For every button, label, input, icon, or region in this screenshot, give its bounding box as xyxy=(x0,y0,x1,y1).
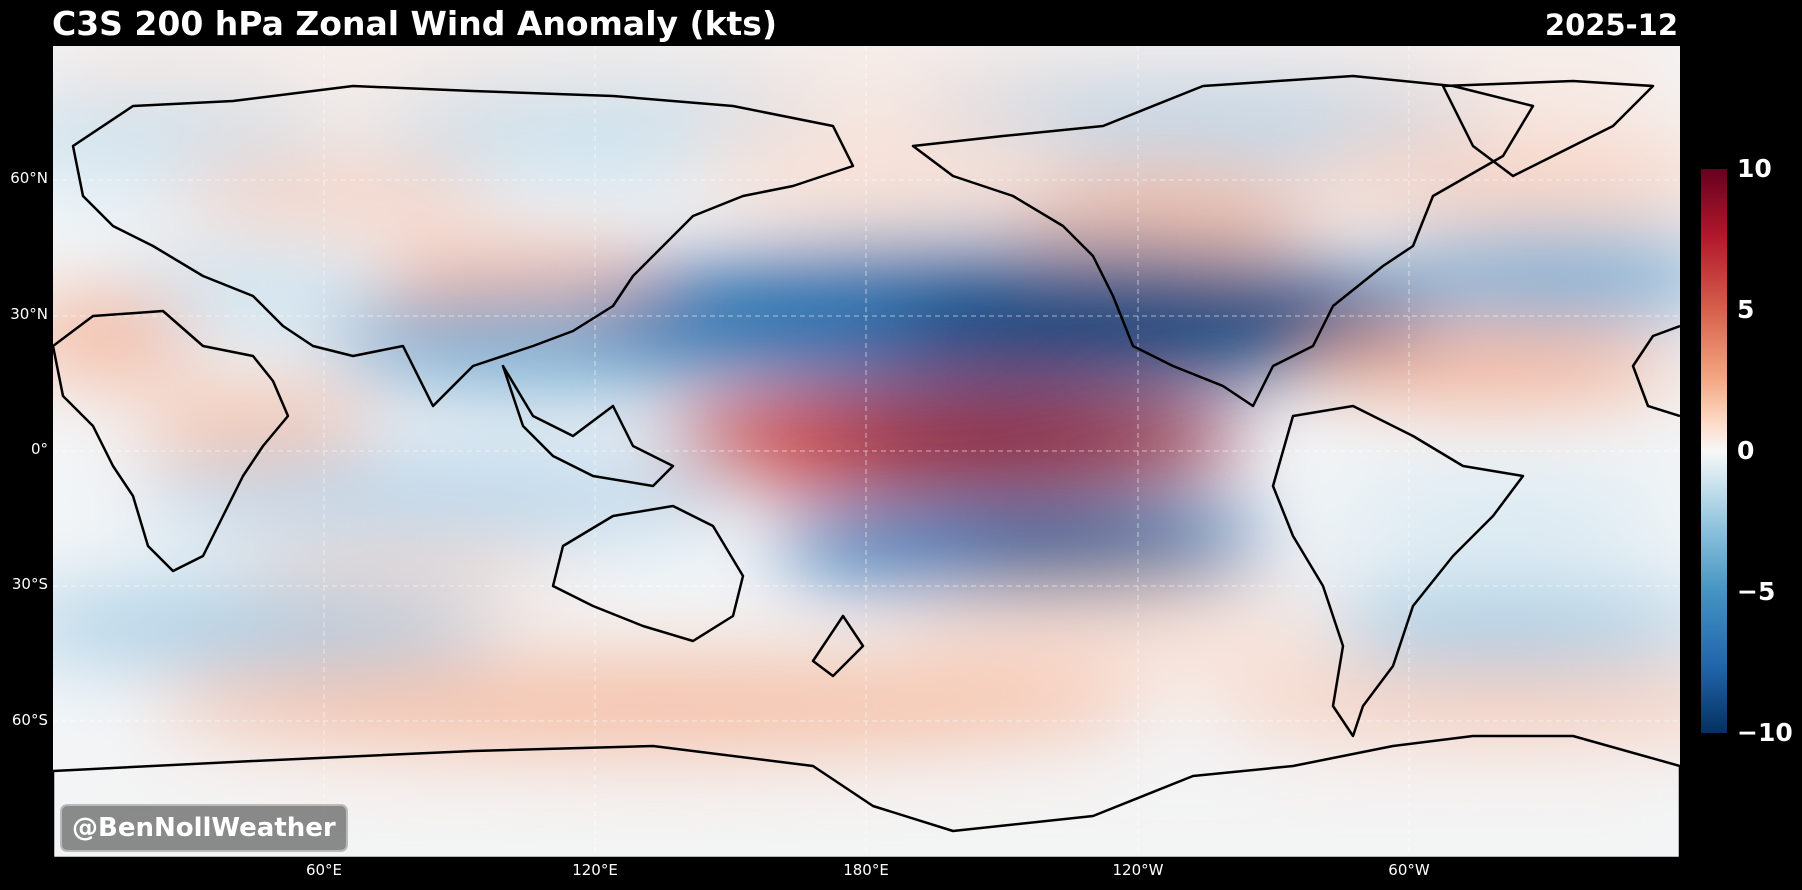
map-title: C3S 200 hPa Zonal Wind Anomaly (kts) xyxy=(52,4,778,43)
colorbar-tick-minus10: −10 xyxy=(1737,718,1793,747)
anomaly-field xyxy=(53,46,1680,858)
graticule xyxy=(53,46,1680,858)
colorbar-tick-minus5: −5 xyxy=(1737,577,1776,606)
wind-anomaly-map xyxy=(53,46,1680,858)
map-canvas xyxy=(53,46,1680,858)
colorbar xyxy=(1701,169,1727,733)
lon-label-120e: 120°E xyxy=(572,861,618,879)
colorbar-tick-5: 5 xyxy=(1737,295,1755,324)
watermark-badge: @BenNollWeather xyxy=(60,804,348,852)
lon-label-180e: 180°E xyxy=(843,861,889,879)
lat-label-30s: 30°S xyxy=(11,575,48,593)
colorbar-tick-0: 0 xyxy=(1737,436,1755,465)
lat-label-equator: 0° xyxy=(30,440,48,458)
map-date: 2025-12 xyxy=(1544,8,1678,42)
lat-label-60s: 60°S xyxy=(11,711,48,729)
colorbar-tick-10: 10 xyxy=(1737,154,1772,183)
lon-label-60w: 60°W xyxy=(1388,861,1430,879)
lon-label-60e: 60°E xyxy=(305,861,343,879)
coastlines xyxy=(53,74,1680,858)
lon-label-120w: 120°W xyxy=(1112,861,1164,879)
lat-label-60n: 60°N xyxy=(10,169,48,187)
lat-label-30n: 30°N xyxy=(10,305,48,323)
